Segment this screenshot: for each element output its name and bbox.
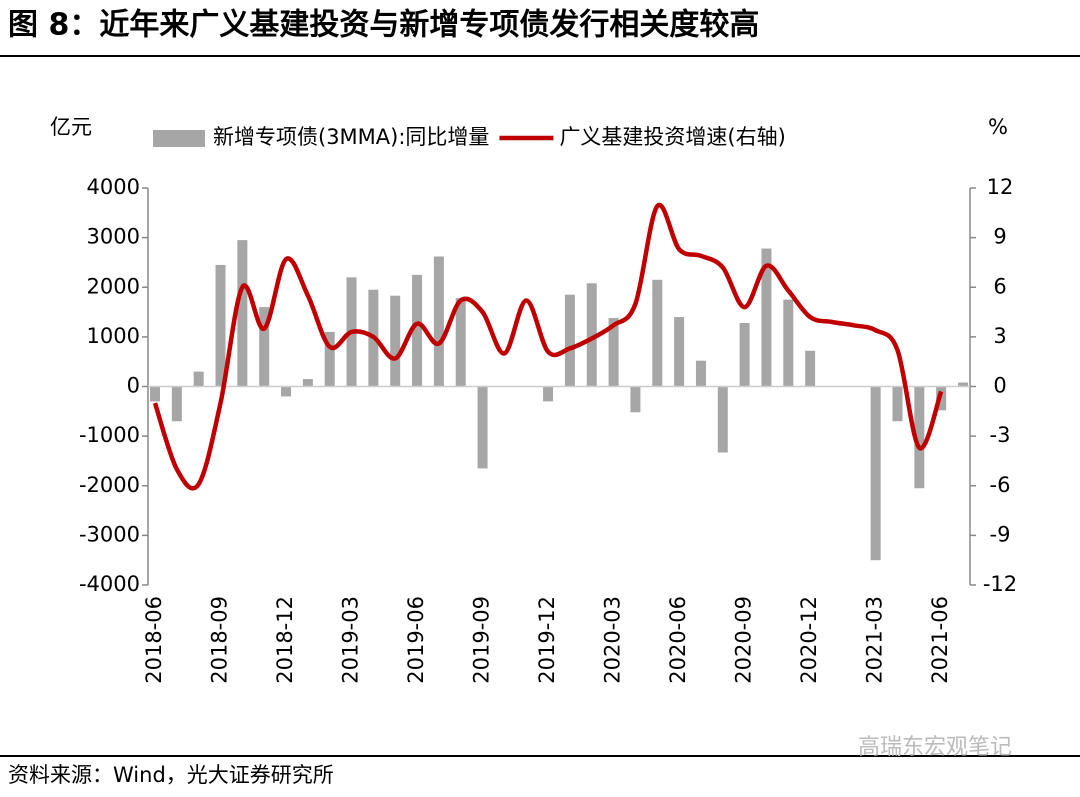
bar [477,386,488,469]
x-tick-label: 2018-06 [142,596,166,684]
bar [543,386,554,402]
x-tick-label: 2019-12 [535,596,559,684]
bar [958,382,968,387]
y2-tick-label: 9 [993,225,1006,249]
line [152,202,944,491]
bar [259,307,270,387]
y-tick-label: -4000 [79,572,140,596]
bar [652,279,663,387]
y-tick-label: -3000 [79,522,140,546]
bar [390,295,401,387]
y2-tick-label: 0 [993,374,1006,398]
bar [150,386,160,402]
bar [805,350,816,387]
y-axis-label: 亿元 [50,115,92,139]
bar [914,386,925,489]
x-tick-label: 2020-03 [601,596,625,684]
bar [193,371,204,387]
bar [215,264,226,387]
bar [171,386,182,422]
legend-label: 新增专项债(3MMA):同比增量 [213,125,489,149]
bar [455,298,466,387]
bar [412,274,423,387]
bar [237,240,248,387]
x-tick-label: 2018-09 [208,596,232,684]
x-tick-label: 2020-06 [666,596,690,684]
bar [695,360,706,387]
y2-tick-label: 6 [993,274,1006,298]
x-tick-label: 2021-06 [928,596,952,684]
bar [761,248,772,387]
bar [892,386,903,422]
y2-tick-label: -6 [990,473,1011,497]
y2-tick-label: -3 [990,423,1011,447]
y2-axis-label: % [988,115,1008,139]
y-tick-label: -1000 [79,423,140,447]
bar [608,318,619,387]
bar [630,386,641,413]
y2-tick-label: 12 [987,175,1014,199]
legend-swatch [153,130,205,147]
bar [717,386,728,453]
legend-label: 广义基建投资增速(右轴) [559,125,785,149]
x-tick-label: 2019-06 [404,596,428,684]
bar [564,294,575,387]
x-tick-label: 2018-12 [273,596,297,684]
x-tick-label: 2021-03 [863,596,887,684]
bar [324,331,335,387]
x-tick-label: 2020-12 [797,596,821,684]
bar [586,283,597,387]
bar [302,379,313,387]
y-tick-label: 4000 [87,175,140,199]
y-tick-label: 3000 [87,225,140,249]
y2-tick-label: 3 [993,324,1006,348]
chart-title: 图 8：近年来广义基建投资与新增专项债发行相关度较高 [8,8,759,43]
bar [783,299,794,387]
source: 资料来源：Wind，光大证券研究所 [8,763,334,787]
x-tick-label: 2019-03 [339,596,363,684]
y2-tick-label: -9 [990,522,1011,546]
x-tick-label: 2019-09 [470,596,494,684]
bar [281,386,292,397]
y-tick-label: 1000 [87,324,140,348]
y-tick-label: -2000 [79,473,140,497]
bar [433,256,444,387]
y-tick-label: 0 [127,374,140,398]
watermark: 高瑞东宏观笔记 [858,735,1012,760]
bar [674,317,685,387]
x-tick-label: 2020-09 [732,596,756,684]
bar [870,386,881,561]
y-tick-label: 2000 [87,274,140,298]
y2-tick-label: -12 [983,572,1017,596]
bar [739,322,750,387]
